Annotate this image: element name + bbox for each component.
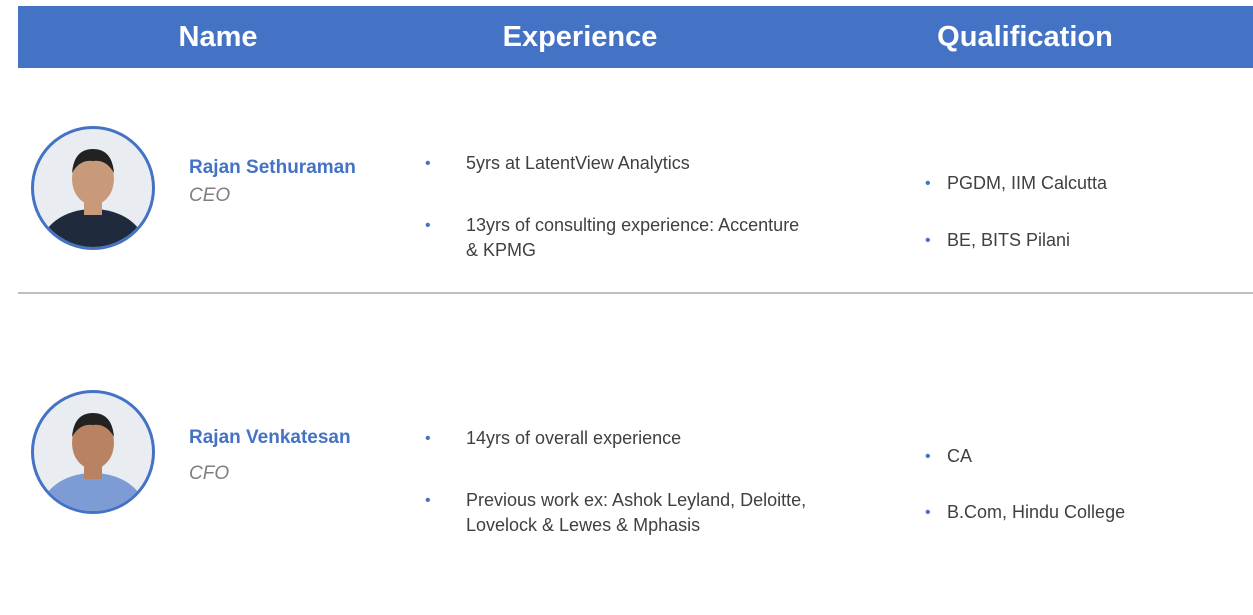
experience-item: 14yrs of overall experience [466, 428, 682, 448]
photo-placeholder [41, 413, 145, 511]
profile-photo [31, 390, 155, 514]
bullet: • [925, 504, 931, 521]
bullet: • [925, 232, 931, 249]
column-header: Experience [502, 21, 658, 53]
photo-placeholder [41, 149, 145, 247]
qualification-item: PGDM, IIM Calcutta [947, 173, 1108, 193]
header-bar: Name Experience Qualification [18, 6, 1253, 68]
experience-item: Previous work ex: Ashok Leyland, Deloitt… [466, 490, 807, 535]
column-header: Qualification [937, 21, 1113, 53]
qualification-item: BE, BITS Pilani [947, 230, 1071, 250]
bullet: • [425, 155, 431, 172]
column-header: Name [178, 21, 258, 53]
bullet: • [425, 217, 431, 234]
bullet: • [425, 492, 431, 509]
qualification-item: CA [947, 446, 973, 466]
person-role: CEO [189, 185, 231, 206]
row-separator [18, 292, 1253, 294]
person-name: Rajan Venkatesan [189, 427, 351, 448]
bullet: • [925, 175, 931, 192]
bullet: • [925, 448, 931, 465]
person-role: CFO [189, 463, 230, 484]
experience-item: 13yrs of consulting experience: Accentur… [466, 215, 800, 260]
qualification-item: B.Com, Hindu College [947, 502, 1126, 522]
bullet: • [425, 430, 431, 447]
person-name: Rajan Sethuraman [189, 157, 356, 178]
experience-item: 5yrs at LatentView Analytics [466, 153, 690, 173]
profile-photo [31, 126, 155, 250]
